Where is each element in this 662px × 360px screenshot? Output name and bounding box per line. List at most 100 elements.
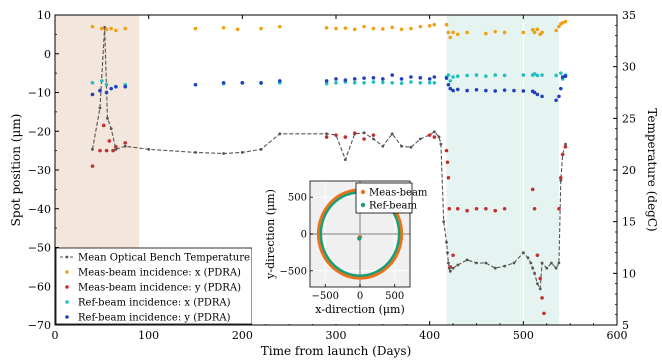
scatter-point-ref-x [352,81,357,85]
y-tick-label: −20 [28,125,51,138]
scatter-point-ref-y [532,90,537,95]
scatter-point-ref-x [334,81,338,85]
scatter-point-ref-x [90,81,95,85]
scatter-point-meas-x [221,25,226,30]
temperature-point [400,144,403,148]
scatter-point-meas-x [343,26,348,30]
scatter-point-meas-y [447,206,452,211]
scatter-point-ref-y [371,75,376,80]
scatter-point-ref-x [418,81,423,85]
scatter-point-meas-y [445,160,450,165]
temperature-point [557,261,561,265]
scatter-point-ref-x [521,73,526,77]
scatter-point-ref-y [221,81,226,85]
scatter-point-ref-y [493,89,498,93]
scatter-point-meas-x [104,27,109,32]
scatter-point-meas-y [114,144,118,149]
x-tick-label: 200 [232,329,253,342]
scatter-point-meas-x [532,30,537,35]
scatter-point-meas-x [334,26,338,31]
y2-tick-label: 20 [622,164,636,177]
scatter-point-meas-x [409,26,413,31]
scatter-point-ref-y [455,87,460,92]
scatter-point-meas-y [502,206,507,211]
x-tick-label: 300 [326,329,347,342]
temperature-point [325,132,329,136]
scatter-point-ref-x [390,81,395,85]
temperature-point [381,144,385,148]
scatter-point-ref-x [554,73,558,78]
legend: Mean Optical Bench Temperature Meas-beam … [55,247,253,325]
scatter-point-meas-y [324,135,329,139]
scatter-point-meas-y [107,139,112,143]
scatter-point-ref-y [390,73,395,77]
y-tick-label: −10 [28,87,51,100]
x-axis-label: Time from launch (Days) [261,344,412,358]
scatter-point-meas-y [540,296,544,300]
temperature-point [445,240,448,244]
inset-y-axis-label: y-direction (μm) [264,189,277,280]
temperature-point [222,152,226,155]
scatter-point-meas-y [474,206,479,211]
temperature-point [362,131,366,135]
temperature-point [475,261,478,265]
scatter-point-meas-x [448,35,453,40]
temperature-point [448,269,452,273]
temperature-point [123,144,127,148]
y-tick-label: −50 [28,242,51,255]
scatter-point-ref-x [502,73,507,78]
scatter-point-ref-x [484,74,488,79]
y-tick-label: 10 [37,9,51,22]
scatter-point-meas-y [343,135,348,139]
scatter-point-ref-x [399,81,404,85]
inset-legend-label: Ref-beam [369,201,417,212]
scatter-point-meas-x [371,26,376,31]
temperature-point [109,127,113,131]
legend-swatch-dot [65,300,69,304]
scatter-point-ref-y [259,81,263,85]
legend-box [55,247,253,325]
scatter-point-meas-x [502,30,507,35]
scatter-point-meas-x [484,31,488,36]
temperature-point [91,147,94,151]
scatter-point-meas-x [563,19,568,24]
y2-tick-label: 10 [622,267,636,280]
temperature-point [106,116,109,120]
temperature-point [259,147,263,151]
scatter-point-meas-y [563,144,568,149]
scatter-point-ref-y [109,86,113,91]
scatter-point-meas-y [535,253,540,258]
legend-label: Ref-beam incidence: x (PDRA) [78,298,231,309]
inset-y-tick-label: −500 [280,266,307,277]
scatter-point-ref-x [540,73,544,77]
y-tick-label: 0 [44,48,51,61]
scatter-point-ref-x [474,73,479,77]
scatter-point-meas-y [104,148,109,153]
scatter-point-ref-y [427,77,432,81]
scatter-point-meas-y [538,276,542,281]
scatter-point-meas-y [432,135,437,139]
scatter-point-meas-x [540,30,544,35]
temperature-point [512,261,516,265]
scatter-point-meas-y [532,206,537,211]
scatter-point-meas-x [324,25,329,30]
temperature-point [521,251,525,255]
scatter-point-ref-x [559,71,563,75]
temperature-point [550,261,553,265]
y2-axis-label: Temperature (degC) [645,108,659,231]
y-tick-label: −40 [28,203,51,216]
x-tick-label: 500 [513,329,534,342]
y-axis-label: Spot position (μm) [9,114,23,227]
scatter-point-meas-x [390,25,395,30]
y-axis-left: 10 0 −10 −20 −30 −40 −50 −60 −70 [28,9,59,332]
scatter-point-ref-y [535,92,540,97]
legend-label: Mean Optical Bench Temperature [78,253,250,264]
scatter-point-meas-x [362,24,366,29]
scatter-point-ref-x [535,73,540,78]
scatter-point-ref-x [362,81,366,85]
scatter-point-ref-x [432,81,437,85]
scatter-point-ref-y [334,77,338,81]
scatter-point-ref-x [371,80,376,84]
temperature-point [98,106,102,110]
